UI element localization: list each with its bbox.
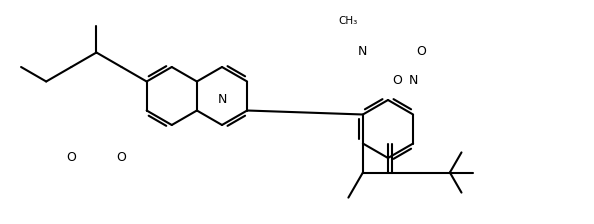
Text: O: O	[416, 45, 426, 58]
Text: N: N	[217, 93, 227, 106]
Text: O: O	[116, 151, 127, 164]
Text: N: N	[409, 74, 418, 87]
Text: CH₃: CH₃	[339, 16, 358, 26]
Text: N: N	[358, 45, 368, 58]
Text: O: O	[67, 151, 76, 164]
Text: O: O	[392, 74, 402, 87]
